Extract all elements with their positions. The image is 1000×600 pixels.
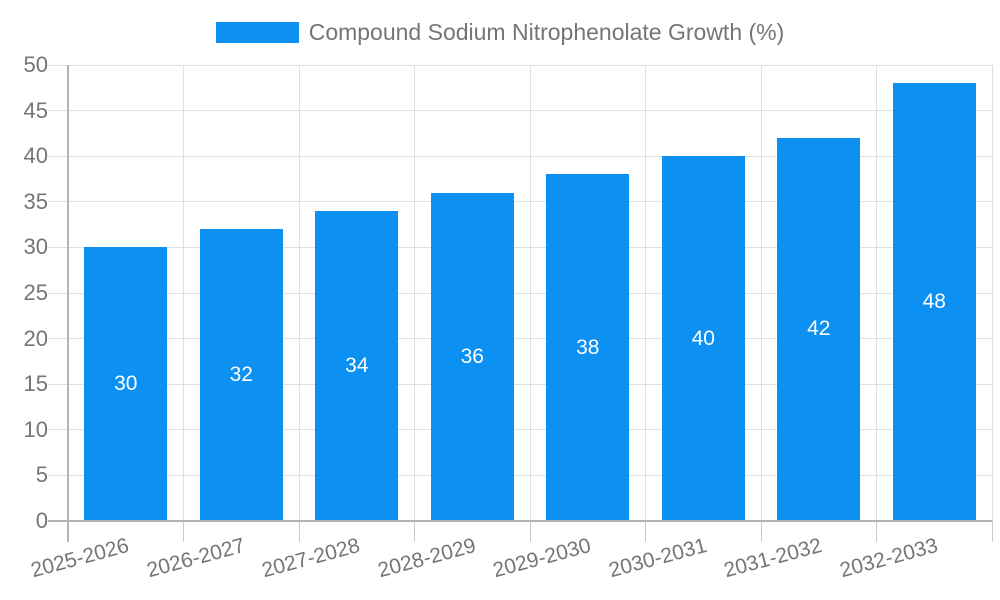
x-axis-tick-mark xyxy=(183,521,184,542)
gridline-vertical xyxy=(991,65,993,521)
gridline-vertical xyxy=(183,65,184,521)
bar-2027-2028[interactable] xyxy=(315,210,399,521)
gridline-horizontal xyxy=(48,110,992,112)
x-axis-category-label: 2030-2031 xyxy=(606,534,710,583)
bar-2030-2031[interactable] xyxy=(661,156,745,521)
x-axis-category-label: 2027-2028 xyxy=(259,534,363,583)
y-axis-tick-label: 40 xyxy=(23,143,48,169)
y-axis-tick-label: 50 xyxy=(23,52,48,77)
bar-2025-2026[interactable] xyxy=(84,247,168,521)
gridline-vertical xyxy=(760,65,762,521)
gridline-vertical xyxy=(876,65,877,521)
legend-label[interactable]: Compound Sodium Nitrophenolate Growth (%… xyxy=(308,19,785,45)
y-axis-tick-label: 45 xyxy=(23,97,48,123)
y-axis-tick-label: 35 xyxy=(23,188,48,214)
legend: Compound Sodium Nitrophenolate Growth (%… xyxy=(0,19,1000,46)
gridline-vertical xyxy=(645,65,646,521)
legend-swatch[interactable] xyxy=(215,22,299,43)
y-axis-tick-label: 25 xyxy=(23,280,48,305)
bar-2028-2029[interactable] xyxy=(430,192,514,521)
bar-2032-2033[interactable] xyxy=(892,83,976,521)
x-axis-tick-mark xyxy=(760,521,762,542)
x-axis-category-label: 2029-2030 xyxy=(490,534,594,583)
x-axis-category-label: 2031-2032 xyxy=(721,534,825,583)
gridline-vertical xyxy=(414,65,415,521)
y-axis-tick-label: 5 xyxy=(35,462,48,488)
x-axis-tick-mark xyxy=(529,521,531,542)
x-axis-tick-mark xyxy=(298,521,300,542)
x-axis-category-label: 2032-2033 xyxy=(837,534,941,583)
x-axis-tick-mark xyxy=(876,521,877,542)
gridline-horizontal xyxy=(48,64,992,66)
x-axis-category-label: 2025-2026 xyxy=(28,534,132,583)
y-axis-tick-label: 20 xyxy=(23,325,48,351)
x-axis-category-label: 2026-2027 xyxy=(144,534,248,583)
y-axis-tick-label: 0 xyxy=(35,508,48,533)
y-axis-line xyxy=(67,65,69,542)
x-axis-tick-mark xyxy=(645,521,646,542)
x-axis-tick-mark xyxy=(414,521,415,542)
bar-2029-2030[interactable] xyxy=(546,174,630,521)
y-axis-tick-label: 10 xyxy=(23,416,48,442)
y-axis-tick-label: 15 xyxy=(23,371,48,397)
x-axis-category-label: 2028-2029 xyxy=(375,534,479,583)
gridline-vertical xyxy=(529,65,531,521)
x-axis-tick-mark xyxy=(991,521,993,542)
bar-2031-2032[interactable] xyxy=(777,137,861,521)
bar-2026-2027[interactable] xyxy=(199,229,283,521)
y-axis-tick-label: 30 xyxy=(23,234,48,260)
gridline-vertical xyxy=(298,65,300,521)
